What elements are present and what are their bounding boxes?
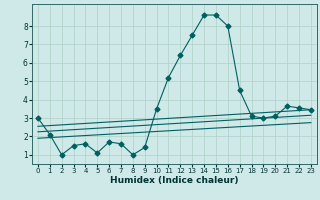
X-axis label: Humidex (Indice chaleur): Humidex (Indice chaleur) xyxy=(110,176,239,185)
